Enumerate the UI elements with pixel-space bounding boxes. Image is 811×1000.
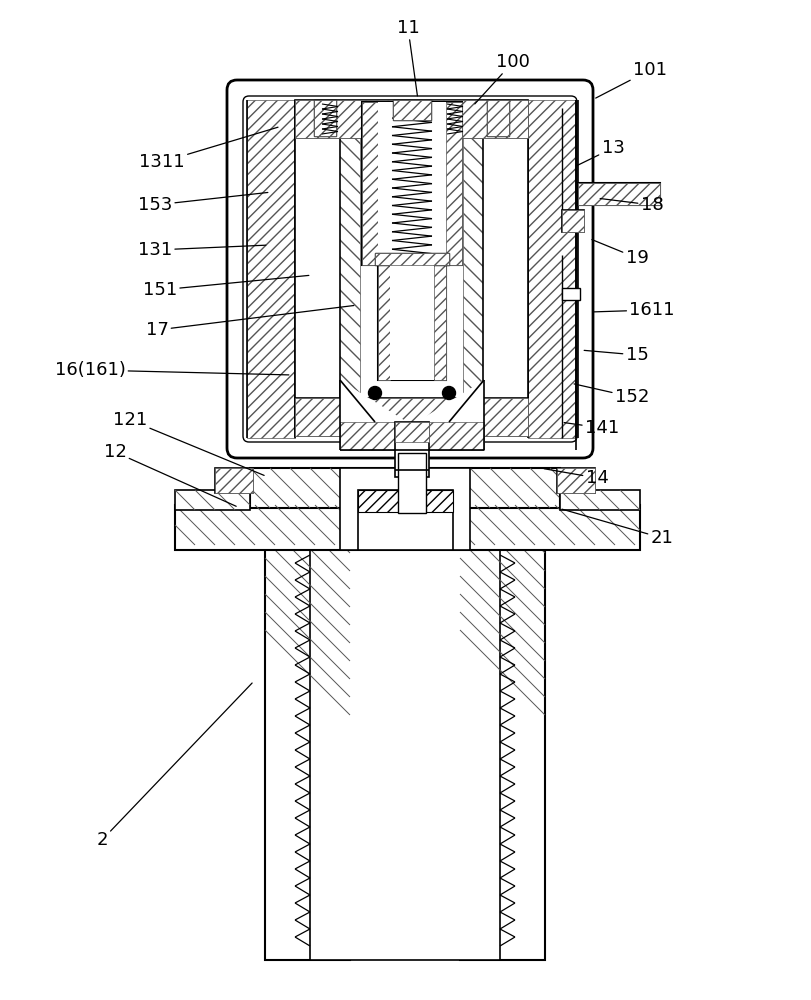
Bar [314, 100, 336, 136]
Bar [310, 540, 500, 960]
Bar [340, 468, 470, 550]
Bar [314, 100, 336, 136]
Bar [375, 253, 449, 265]
Bar [578, 183, 660, 205]
Text: 153: 153 [138, 192, 268, 214]
Bar [215, 468, 253, 493]
Text: 101: 101 [596, 61, 667, 98]
Text: 17: 17 [145, 306, 354, 339]
Text: 21: 21 [562, 509, 673, 547]
Text: 13: 13 [576, 139, 624, 166]
Text: 141: 141 [564, 419, 619, 437]
Bar [393, 100, 431, 120]
Circle shape [368, 386, 381, 399]
Bar [557, 468, 595, 493]
Text: 151: 151 [143, 275, 309, 299]
FancyBboxPatch shape [227, 80, 593, 458]
Text: 121: 121 [113, 411, 264, 475]
Circle shape [443, 386, 456, 399]
Bar [175, 505, 640, 550]
Bar [483, 138, 528, 398]
Bar [247, 100, 295, 438]
Bar [487, 100, 509, 136]
Bar [562, 210, 584, 232]
Bar [175, 490, 250, 510]
Text: 11: 11 [397, 19, 419, 96]
Text: 2: 2 [97, 683, 252, 849]
Bar [528, 100, 576, 438]
Bar [375, 253, 449, 265]
Bar [215, 468, 253, 493]
Bar [560, 490, 640, 510]
Bar [463, 115, 528, 423]
Text: 14: 14 [544, 469, 608, 487]
Bar [378, 102, 446, 265]
Bar [340, 422, 484, 450]
Bar [362, 102, 378, 265]
Bar [434, 262, 446, 380]
FancyBboxPatch shape [243, 96, 577, 442]
Bar [398, 453, 426, 513]
Bar [295, 100, 528, 138]
Text: 152: 152 [574, 384, 649, 406]
Bar [250, 468, 560, 508]
Text: 15: 15 [584, 346, 649, 364]
Bar [295, 100, 528, 138]
Bar [378, 262, 446, 380]
Bar [562, 210, 584, 232]
Polygon shape [340, 380, 484, 450]
Bar [362, 102, 462, 265]
Text: 100: 100 [474, 53, 530, 104]
Bar [265, 540, 350, 960]
Bar [446, 102, 462, 265]
Bar [578, 183, 660, 205]
Bar [358, 490, 453, 512]
Bar [395, 422, 429, 442]
Text: 12: 12 [104, 443, 236, 506]
Bar [295, 398, 528, 436]
Bar [295, 138, 340, 398]
Bar [557, 468, 595, 493]
Bar [378, 262, 390, 380]
Bar [487, 100, 509, 136]
Bar [295, 398, 528, 436]
Text: 1611: 1611 [594, 301, 675, 319]
Bar [562, 288, 580, 300]
Bar [393, 100, 431, 120]
Text: 1311: 1311 [139, 127, 278, 171]
Text: 16(161): 16(161) [54, 361, 289, 379]
Bar [390, 262, 434, 380]
Bar [295, 115, 360, 423]
Bar [358, 490, 453, 550]
Bar [395, 422, 429, 477]
Text: 18: 18 [600, 196, 663, 214]
Text: 131: 131 [138, 241, 266, 259]
Text: 19: 19 [592, 240, 649, 267]
Bar [460, 540, 545, 960]
